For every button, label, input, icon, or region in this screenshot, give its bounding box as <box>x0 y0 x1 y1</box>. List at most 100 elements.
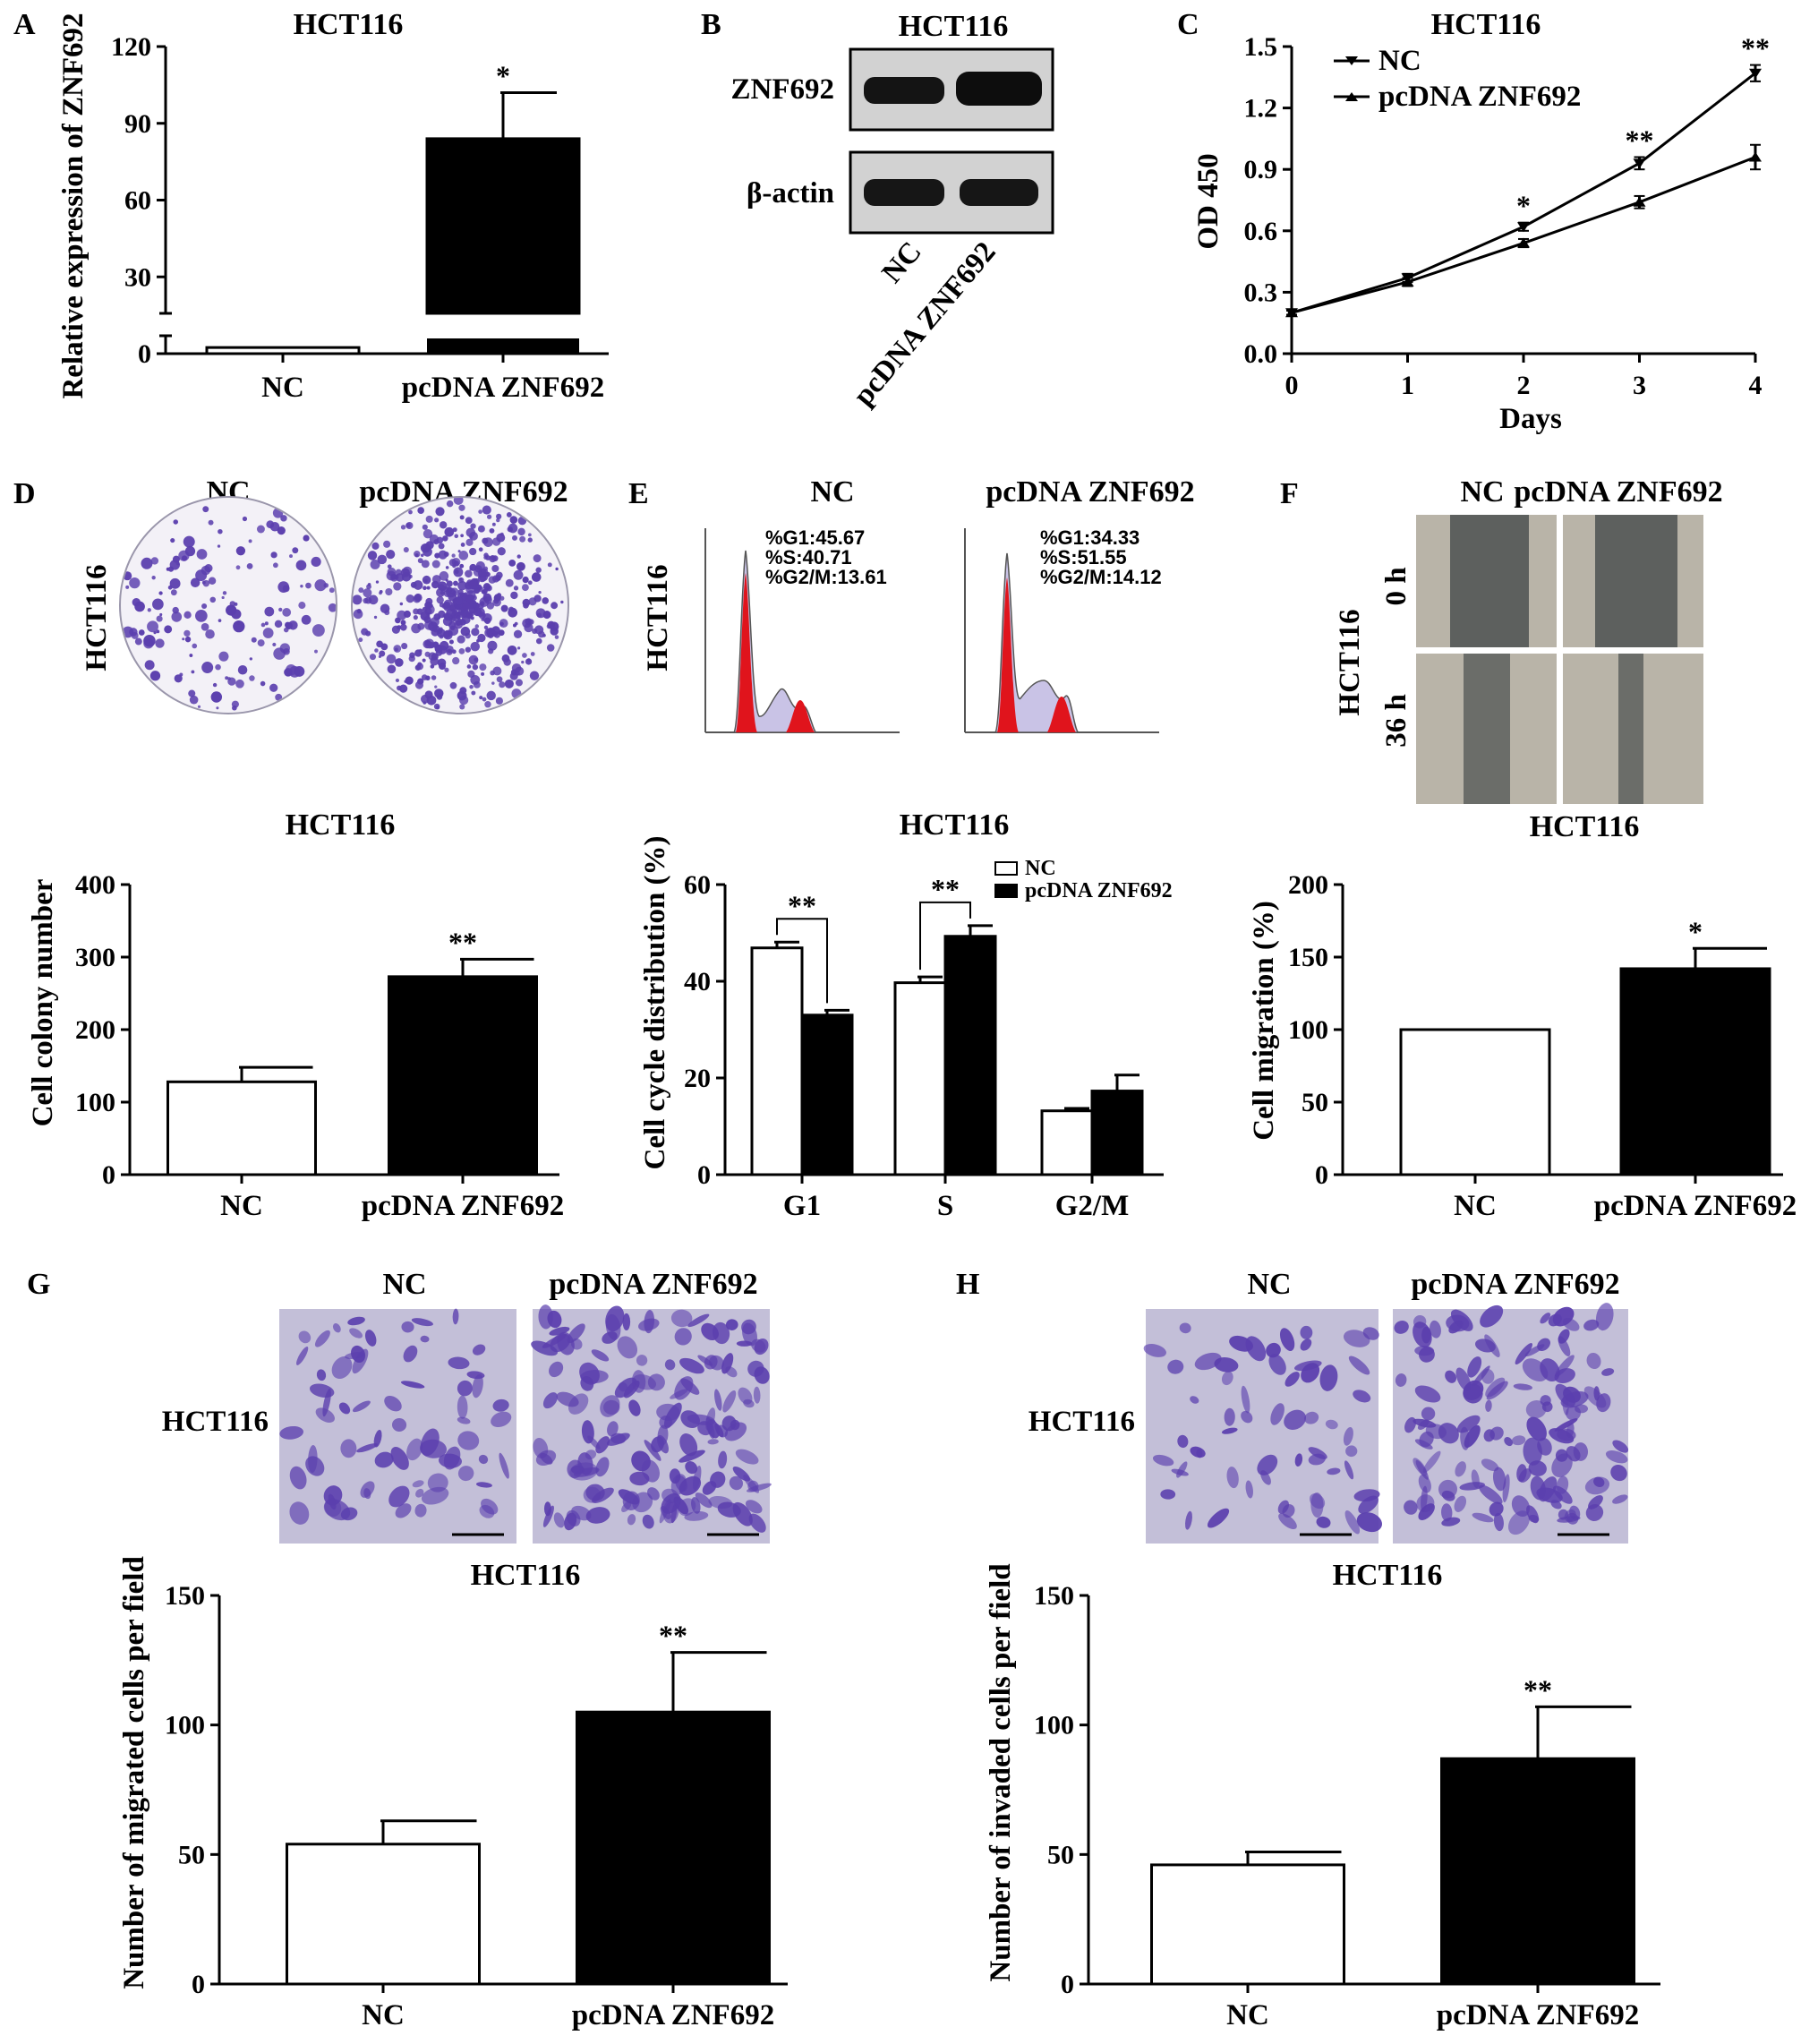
colony-dot <box>465 527 476 538</box>
panel-c-chart: 0.00.30.60.91.21.50 1 2 3 4***** <box>1244 32 1771 400</box>
colony-dot <box>378 654 382 658</box>
colony-dot <box>277 581 290 593</box>
stained-cell <box>345 1352 365 1359</box>
stained-cell <box>1601 1368 1615 1376</box>
stained-cell <box>1489 1501 1504 1517</box>
panel-letter-b: B <box>701 8 721 41</box>
colony-dot <box>420 543 431 553</box>
colony-dot <box>448 559 457 567</box>
panel-letter-a: A <box>13 8 36 41</box>
stained-cell <box>1404 1500 1418 1515</box>
panel-e-bar-1-2 <box>1090 1090 1144 1176</box>
stained-cell <box>374 1451 394 1468</box>
panel-h: H NC pcDNA ZNF692 HCT116 HCT116 Number o… <box>956 1268 1660 2031</box>
colony-dot <box>469 684 474 689</box>
colony-dot <box>530 652 535 656</box>
stained-cell <box>549 1326 570 1336</box>
colony-dot <box>235 565 241 570</box>
colony-dot <box>486 602 495 610</box>
stained-cell <box>472 1374 483 1398</box>
stained-cell <box>1492 1467 1506 1492</box>
colony-dot <box>194 610 208 622</box>
panel-a-ytick-label-4: 120 <box>111 32 151 62</box>
colony-dot <box>495 575 501 581</box>
colony-dot <box>482 505 491 515</box>
colony-dot <box>387 564 392 569</box>
stained-cell <box>721 1415 737 1432</box>
flow-histogram-nc: %G1:45.67 %S:40.71 %G2/M:13.61 <box>704 526 900 733</box>
panel-h-bar-1 <box>1440 1757 1635 1986</box>
stained-cell <box>1293 1360 1322 1372</box>
panel-h-ytick-label-1: 50 <box>1047 1840 1074 1869</box>
stained-cell <box>1362 1327 1379 1340</box>
stained-cell <box>1471 1469 1480 1489</box>
panel-e-bar-0-2 <box>1040 1109 1094 1176</box>
stained-cell <box>679 1450 705 1463</box>
colony-dot <box>460 543 465 547</box>
colony-dot <box>371 542 380 550</box>
stained-cell <box>1483 1429 1495 1442</box>
colony-dot <box>443 601 451 610</box>
colony-dot <box>421 560 430 569</box>
colony-dot <box>448 604 457 611</box>
colony-dot <box>369 654 377 661</box>
panel-d-category-0: NC <box>220 1190 263 1222</box>
colony-dot <box>446 587 457 598</box>
colony-dot <box>535 608 546 619</box>
panel-c-xlabel: Days <box>1499 403 1562 435</box>
colony-dot <box>237 664 248 675</box>
colony-dot <box>385 587 393 596</box>
colony-dot <box>144 660 155 671</box>
panel-d-bar-0 <box>166 1080 317 1176</box>
stained-cell <box>1394 1321 1409 1334</box>
colony-dot <box>524 622 533 633</box>
colony-dot <box>478 509 482 514</box>
stained-cell <box>340 1439 357 1458</box>
colony-dot <box>394 647 398 652</box>
colony-dot <box>399 623 407 631</box>
panel-e-bar-0-1 <box>893 981 947 1176</box>
colony-dot <box>535 567 542 573</box>
colony-dot <box>147 608 151 612</box>
colony-dot <box>249 657 253 661</box>
stained-cell <box>642 1514 654 1529</box>
stained-cell <box>1595 1303 1614 1331</box>
stained-cell <box>364 1330 377 1347</box>
colony-dot <box>169 577 181 589</box>
colony-dot <box>533 594 542 603</box>
colony-dot <box>277 526 286 535</box>
colony-dot <box>368 594 379 605</box>
panel-letter-h: H <box>956 1268 979 1301</box>
colony-dot <box>526 658 531 663</box>
stained-cell <box>587 1435 601 1450</box>
panel-c-legend: NC pcDNA ZNF692 <box>1334 45 1581 113</box>
stained-cell <box>457 1431 480 1450</box>
stained-cell <box>1194 1352 1222 1371</box>
panel-g-category-0: NC <box>362 1999 405 2031</box>
colony-dot <box>150 557 159 565</box>
colony-dot <box>257 639 265 647</box>
colony-dot <box>483 595 487 599</box>
colony-dot <box>527 537 533 543</box>
colony-dot <box>408 509 413 515</box>
colony-dot <box>452 614 457 619</box>
stained-cell <box>1552 1306 1575 1327</box>
colony-dot <box>508 607 518 618</box>
colony-dot <box>303 535 310 542</box>
stained-cell <box>603 1399 620 1415</box>
stained-cell <box>745 1500 763 1514</box>
stained-cell <box>707 1439 719 1445</box>
stained-cell <box>314 1330 330 1347</box>
colony-dot <box>236 620 241 625</box>
colony-dot <box>143 638 154 649</box>
colony-dot <box>212 682 218 688</box>
stained-cell <box>1344 1460 1354 1480</box>
colony-dot <box>436 694 443 700</box>
panel-g-ylabel: Number of migrated cells per field <box>118 1556 150 1989</box>
panel-g-chart: 0 50 100 150 NC pcDNA ZNF692 ** <box>165 1581 788 2031</box>
stained-cell <box>1511 1435 1526 1446</box>
colony-dot <box>170 538 175 543</box>
colony-dot <box>205 629 215 639</box>
stained-cell <box>352 1400 371 1413</box>
